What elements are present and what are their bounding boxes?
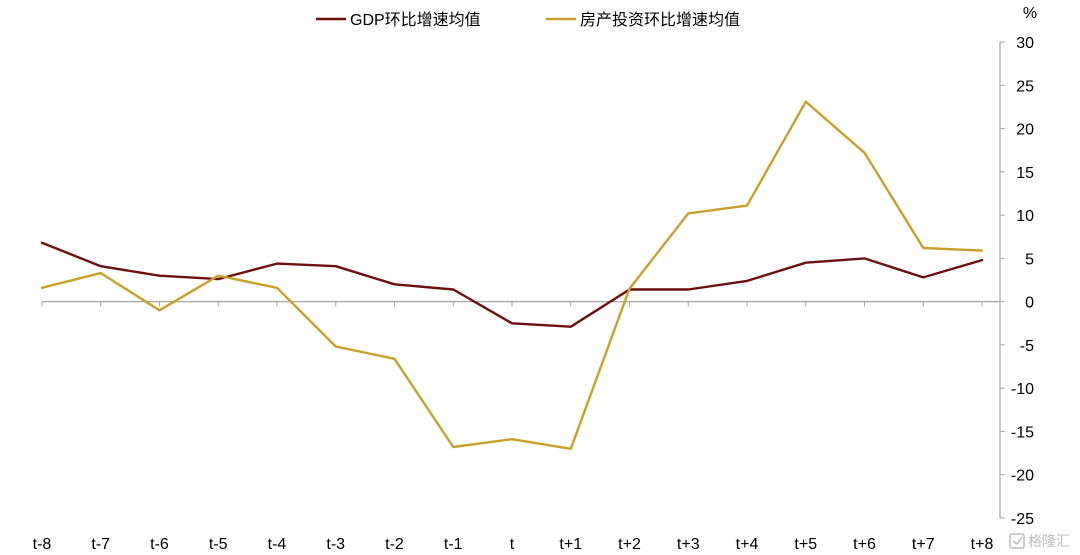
legend-item-1: 房产投资环比增速均值 — [546, 11, 740, 29]
y-tick-label: 20 — [1016, 122, 1034, 139]
x-tick-label: t+5 — [794, 536, 817, 553]
x-tick-label: t-1 — [444, 536, 463, 553]
legend: GDP环比增速均值 房产投资环比增速均值 — [316, 11, 740, 29]
y-tick-label: -15 — [1011, 424, 1034, 441]
watermark-text: 格隆汇 — [1028, 533, 1070, 549]
y-tick-label: 15 — [1016, 165, 1034, 182]
y-tick-label: 25 — [1016, 78, 1034, 95]
series-line-1 — [40, 100, 984, 450]
y-tick-label: -5 — [1020, 338, 1034, 355]
watermark: 格隆汇 — [1009, 533, 1070, 549]
x-tick-label: t-6 — [150, 536, 169, 553]
legend-label: GDP环比增速均值 — [350, 11, 481, 29]
legend-label: 房产投资环比增速均值 — [580, 11, 740, 29]
x-tick-label: t+2 — [618, 536, 641, 553]
y-tick-label: 30 — [1016, 35, 1034, 52]
y-tick-label: -25 — [1011, 511, 1034, 528]
x-tick-label: t+8 — [971, 536, 994, 553]
x-tick-label: t+4 — [736, 536, 759, 553]
x-tick-label: t+6 — [853, 536, 876, 553]
brand-logo-icon — [1009, 533, 1025, 549]
axes: 30 25 20 15 10 5 0 -5 -10 -15 -20 -25 t-8 t-7 t-6 t-5 t-… — [33, 35, 1034, 553]
x-tick-label: t+7 — [912, 536, 935, 553]
legend-item-0: GDP环比增速均值 — [316, 11, 481, 29]
series-line-0 — [40, 241, 984, 328]
x-tick-label: t-8 — [33, 536, 52, 553]
x-tick-label: t-3 — [326, 536, 345, 553]
x-tick-label: t-7 — [91, 536, 110, 553]
y-axis-unit-label: % — [1023, 5, 1037, 22]
y-tick-label: 5 — [1025, 251, 1034, 268]
x-tick-label: t+1 — [559, 536, 582, 553]
x-tick-label: t-4 — [268, 536, 287, 553]
x-tick-label: t — [510, 536, 515, 553]
x-tick-label: t-2 — [385, 536, 404, 553]
x-tick-label: t+3 — [677, 536, 700, 553]
y-tick-label: -10 — [1011, 381, 1034, 398]
y-tick-label: -20 — [1011, 468, 1034, 485]
y-tick-label: 0 — [1025, 295, 1034, 312]
y-tick-label: 10 — [1016, 208, 1034, 225]
x-tick-label: t-5 — [209, 536, 228, 553]
series-layer — [40, 100, 984, 450]
